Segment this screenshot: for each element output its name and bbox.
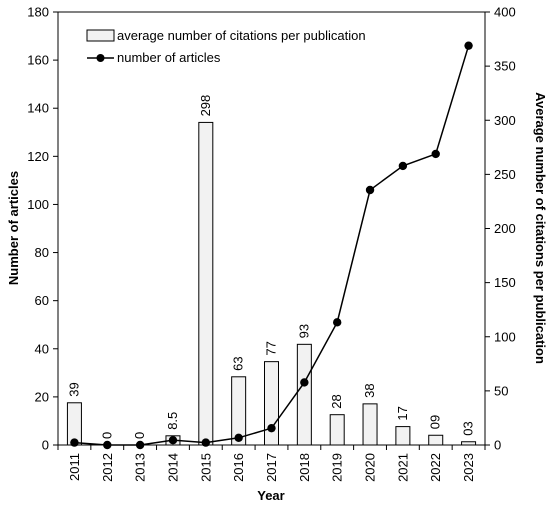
articles-point-2020 — [365, 185, 375, 195]
left-y-axis: 0 20 40 60 80 100 120 140 160 180 — [27, 5, 58, 453]
legend: average number of citations per publicat… — [86, 28, 366, 65]
bar-label-2023: 03 — [461, 421, 476, 435]
articles-point-2013 — [135, 440, 145, 450]
x-tick-label-2012: 2012 — [100, 453, 115, 482]
right-y-axis: 0 50 100 150 200 250 300 350 400 — [485, 5, 516, 453]
articles-point-2012 — [103, 440, 112, 450]
legend-bar-label: average number of citations per publicat… — [117, 28, 366, 43]
articles-point-2017 — [267, 423, 276, 433]
left-tick-label-180: 180 — [27, 5, 49, 20]
bar-label-2011: 39 — [66, 382, 81, 396]
bar-label-2013: 0 — [132, 432, 147, 439]
bar-2019 — [329, 414, 345, 446]
bar-series — [66, 121, 477, 446]
left-tick-label-0: 0 — [42, 438, 49, 453]
bar-2018 — [296, 343, 312, 446]
left-tick-label-20: 20 — [35, 389, 49, 404]
legend-bar-swatch — [86, 29, 115, 42]
articles-point-2011 — [70, 438, 79, 447]
bar-2021 — [395, 426, 411, 446]
right-tick-label-0: 0 — [494, 438, 501, 453]
bar-2016 — [231, 376, 247, 446]
bar-label-2017: 77 — [264, 341, 279, 355]
bar-label-2022: 09 — [428, 415, 443, 429]
x-tick-label-2017: 2017 — [264, 453, 279, 482]
bar-2023 — [461, 441, 477, 446]
bar-label-2012: 0 — [99, 432, 114, 439]
x-tick-label-2013: 2013 — [133, 453, 148, 482]
left-tick-label-120: 120 — [27, 149, 49, 164]
x-tick-label-2018: 2018 — [297, 453, 312, 482]
x-axis: 2011 2012 2013 2014 2015 2016 2017 2018 2019 2020… — [57, 445, 486, 482]
bar-2022 — [428, 434, 444, 446]
x-tick-label-2016: 2016 — [231, 453, 246, 482]
bar-label-2018: 93 — [296, 324, 311, 338]
x-tick-label-2020: 2020 — [363, 453, 378, 482]
bar-2020 — [362, 403, 378, 446]
bar-label-2016: 63 — [231, 356, 246, 370]
right-tick-label-300: 300 — [494, 113, 516, 128]
left-y-axis-title: Number of articles — [6, 171, 21, 285]
right-y-axis-title: Average number of citations per publicat… — [533, 92, 548, 364]
left-tick-label-60: 60 — [35, 293, 49, 308]
bar-label-2021: 17 — [395, 406, 410, 420]
left-tick-label-160: 160 — [27, 53, 49, 68]
right-tick-label-200: 200 — [494, 221, 516, 236]
bar-label-2020: 38 — [362, 383, 377, 397]
right-tick-label-100: 100 — [494, 329, 516, 344]
x-tick-label-2019: 2019 — [330, 453, 345, 482]
bar-2017 — [264, 361, 279, 446]
x-tick-label-2011: 2011 — [67, 453, 82, 481]
right-tick-label-150: 150 — [494, 275, 516, 290]
bar-label-2019: 28 — [329, 394, 344, 408]
left-tick-label-80: 80 — [35, 245, 49, 260]
articles-point-2018 — [300, 378, 309, 387]
x-axis-title: Year — [257, 488, 284, 503]
right-tick-label-50: 50 — [494, 383, 508, 398]
articles-point-2023 — [464, 41, 473, 50]
right-tick-label-400: 400 — [494, 5, 516, 20]
articles-point-2016 — [234, 433, 243, 442]
bar-2015 — [198, 121, 214, 446]
bar-data-labels: 39 0 0 8.5 298 63 77 93 28 38 17 09 03 — [66, 95, 475, 439]
x-tick-label-2015: 2015 — [198, 453, 213, 482]
right-tick-label-250: 250 — [494, 167, 516, 182]
left-tick-label-40: 40 — [35, 341, 49, 356]
articles-point-2021 — [398, 161, 408, 171]
left-tick-label-140: 140 — [27, 101, 49, 116]
bar-label-2014: 8.5 — [165, 412, 180, 430]
legend-line-label: number of articles — [117, 50, 221, 65]
line-series — [70, 41, 473, 450]
articles-point-2019 — [332, 318, 342, 327]
right-tick-label-350: 350 — [494, 59, 516, 74]
articles-point-2015 — [201, 438, 211, 447]
x-tick-label-2021: 2021 — [395, 453, 410, 482]
left-tick-label-100: 100 — [27, 197, 49, 212]
bar-label-2015: 298 — [198, 95, 213, 117]
legend-line-marker — [96, 54, 105, 62]
articles-point-2022 — [431, 149, 440, 159]
articles-point-2014 — [168, 435, 178, 445]
x-tick-label-2022: 2022 — [428, 453, 443, 482]
x-tick-label-2014: 2014 — [165, 453, 180, 482]
x-tick-label-2023: 2023 — [461, 453, 476, 482]
